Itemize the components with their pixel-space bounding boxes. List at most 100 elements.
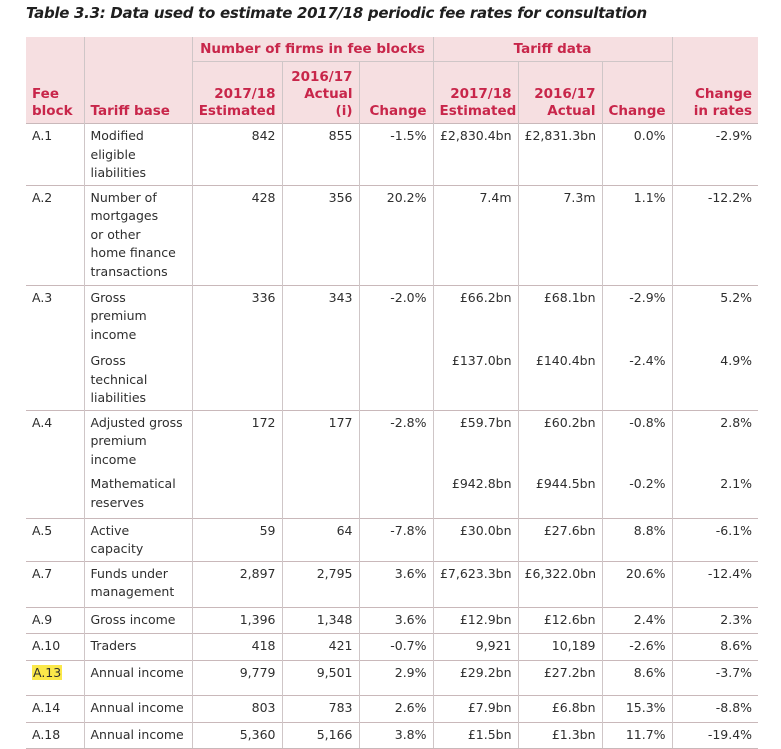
rates-change-cell: -6.1% bbox=[671, 517, 759, 561]
tariff-2017-cell: £942.8bn bbox=[432, 472, 519, 518]
firms-2017-cell bbox=[191, 472, 282, 518]
tariff-base-line: Modified eligible bbox=[90, 128, 144, 162]
firms-2017-cell: 172 bbox=[191, 409, 282, 472]
header-tariff-change: Change bbox=[601, 61, 673, 124]
fee-block-cell: A.2 bbox=[26, 184, 84, 285]
firms-2016-cell: 356 bbox=[281, 184, 359, 285]
fee-block-label: A.5 bbox=[32, 522, 53, 538]
tariff-base-cell: Annual income bbox=[83, 694, 192, 722]
firms-change-cell bbox=[358, 472, 434, 518]
firms-2016-cell: 177 bbox=[281, 409, 359, 472]
header-blank bbox=[26, 37, 84, 62]
tariff-2017-cell: £2,830.4bn bbox=[432, 123, 519, 185]
firms-change-cell: 3.6% bbox=[358, 606, 434, 633]
tariff-2016-cell: £6.8bn bbox=[517, 694, 603, 722]
header-tariff-base: Tariff base bbox=[83, 61, 192, 124]
fee-block-label: A.1 bbox=[32, 128, 53, 143]
tariff-change-cell: -2.9% bbox=[601, 284, 673, 349]
tariff-base-cell: Annual income bbox=[83, 721, 192, 749]
firms-change-cell: -1.5% bbox=[358, 123, 434, 185]
header-line: Actual bbox=[547, 103, 596, 119]
rates-change-cell: -12.4% bbox=[671, 560, 759, 607]
tariff-change-cell: -0.2% bbox=[601, 472, 673, 518]
table-row: A.2 Number of mortgages or other home financ… bbox=[26, 184, 759, 285]
tariff-2016-cell: £2,831.3bn bbox=[517, 123, 603, 185]
tariff-2016-cell: £68.1bn bbox=[517, 284, 603, 349]
tariff-2017-cell: £29.2bn bbox=[432, 659, 519, 695]
header-line: 2017/18 bbox=[214, 86, 276, 102]
tariff-base-line: Annual income bbox=[90, 664, 184, 680]
tariff-base-cell: Gross premium income bbox=[83, 284, 192, 349]
header-line: (i) bbox=[335, 103, 353, 119]
rates-change-cell: -3.7% bbox=[671, 659, 759, 695]
tariff-base-cell: Gross technical liabilities bbox=[83, 349, 192, 410]
header-firms-change: Change bbox=[358, 61, 434, 124]
tariff-base-line: Number of bbox=[90, 189, 157, 205]
header-tariff-2017: 2017/18 Estimated bbox=[432, 61, 519, 124]
tariff-base-line: Gross income bbox=[90, 611, 176, 627]
fee-block-cell bbox=[26, 472, 84, 518]
tariff-2016-cell: £140.4bn bbox=[517, 349, 603, 410]
tariff-2016-cell: £27.2bn bbox=[517, 659, 603, 695]
tariff-change-cell: 2.4% bbox=[601, 606, 673, 633]
firms-2017-cell: 428 bbox=[191, 184, 282, 285]
tariff-base-line: premium bbox=[90, 433, 147, 448]
fee-block-label: A.7 bbox=[32, 565, 53, 581]
rates-change-cell: 2.8% bbox=[671, 409, 759, 472]
firms-2016-cell bbox=[281, 349, 359, 410]
firms-2016-cell: 421 bbox=[281, 632, 359, 660]
fee-rates-table: Number of firms in fee blocks Tariff dat… bbox=[26, 37, 759, 749]
tariff-base-line: Mathematical bbox=[90, 476, 176, 491]
tariff-base-cell: Funds under management bbox=[83, 560, 192, 607]
header-line: 2016/17 bbox=[534, 86, 596, 102]
tariff-base-line: transactions bbox=[90, 263, 168, 279]
tariff-change-cell: 1.1% bbox=[601, 184, 673, 285]
firms-change-cell: 20.2% bbox=[358, 184, 434, 285]
table-row: A.10 Traders 418 421 -0.7% 9,921 10,189 -2.6% 8.… bbox=[26, 632, 759, 660]
header-line: Estimated bbox=[439, 103, 517, 119]
firms-2016-cell: 9,501 bbox=[281, 659, 359, 695]
fee-block-label: A.9 bbox=[32, 611, 53, 627]
fee-block-label: A.18 bbox=[32, 726, 61, 742]
fee-block-cell bbox=[26, 349, 84, 410]
tariff-base-line: liabilities bbox=[90, 165, 147, 180]
firms-2017-cell: 5,360 bbox=[191, 721, 282, 749]
table-row: A.4 Adjusted gross premium income 172 177 -2.8… bbox=[26, 409, 759, 472]
tariff-2017-cell: 9,921 bbox=[432, 632, 519, 660]
tariff-2016-cell: 7.3m bbox=[517, 184, 603, 285]
header-line: in rates bbox=[693, 103, 753, 119]
rates-change-cell: 2.3% bbox=[671, 606, 759, 633]
header-firms-2017: 2017/18 Estimated bbox=[191, 61, 282, 124]
table-row: A.5 Active capacity 59 64 -7.8% £30.0bn £27.6b… bbox=[26, 517, 759, 561]
firms-2017-cell bbox=[191, 349, 282, 410]
firms-2017-cell: 9,779 bbox=[191, 659, 282, 695]
header-group-firms: Number of firms in fee blocks bbox=[191, 37, 434, 62]
tariff-base-line: income bbox=[90, 451, 137, 467]
fee-block-cell: A.4 bbox=[26, 409, 84, 472]
header-group-tariff: Tariff data bbox=[432, 37, 673, 62]
tariff-change-cell: 11.7% bbox=[601, 721, 673, 749]
tariff-change-cell: 8.8% bbox=[601, 517, 673, 561]
firms-2017-cell: 418 bbox=[191, 632, 282, 660]
tariff-base-line: mortgages bbox=[90, 208, 159, 223]
firms-change-cell: -7.8% bbox=[358, 517, 434, 561]
tariff-2016-cell: £944.5bn bbox=[517, 472, 603, 518]
firms-change-cell: 3.8% bbox=[358, 721, 434, 749]
rates-change-cell: 8.6% bbox=[671, 632, 759, 660]
firms-2016-cell: 1,348 bbox=[281, 606, 359, 633]
table-row: A.3 Gross premium income 336 343 -2.0% £66.2bn… bbox=[26, 284, 759, 349]
table-row: A.1 Modified eligible liabilities 842 855 -1.… bbox=[26, 123, 759, 185]
fee-block-cell: A.9 bbox=[26, 606, 84, 633]
fee-block-cell: A.5 bbox=[26, 517, 84, 561]
header-firms-2016: 2016/17 Actual (i) bbox=[281, 61, 359, 124]
table-row: A.18 Annual income 5,360 5,166 3.8% £1.5bn £1.… bbox=[26, 721, 759, 749]
rates-change-cell: 2.1% bbox=[671, 472, 759, 518]
fee-block-cell: A.18 bbox=[26, 721, 84, 749]
tariff-2016-cell: £12.6bn bbox=[517, 606, 603, 633]
table-row: A.7 Funds under management 2,897 2,795 3.6% £7… bbox=[26, 560, 759, 607]
firms-2016-cell: 2,795 bbox=[281, 560, 359, 607]
firms-2017-cell: 842 bbox=[191, 123, 282, 185]
tariff-base-cell: Gross income bbox=[83, 606, 192, 633]
header-blank bbox=[83, 37, 192, 62]
rates-change-cell: -2.9% bbox=[671, 123, 759, 185]
